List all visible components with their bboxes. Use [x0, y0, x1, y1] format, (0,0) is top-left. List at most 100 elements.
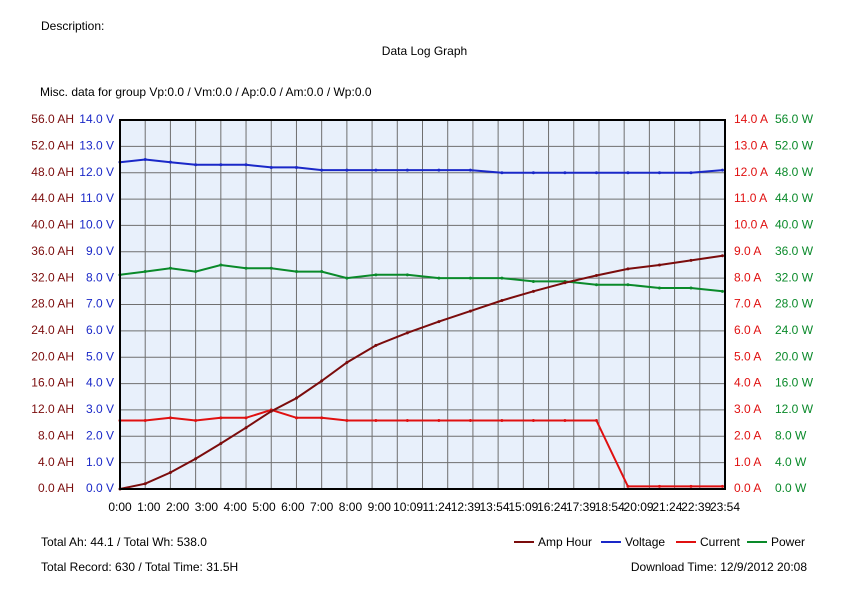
- x-tick-label: 12:39: [451, 500, 481, 514]
- tick-label-current: 10.0 A: [734, 218, 768, 232]
- misc-data-text: Misc. data for group Vp:0.0 / Vm:0.0 / A…: [40, 85, 372, 99]
- data-point-amp-hour: [657, 263, 661, 267]
- data-point-power: [626, 283, 630, 287]
- tick-label-current: 0.0 A: [734, 481, 761, 495]
- legend-power: Power: [747, 535, 805, 549]
- grid-lines: [120, 120, 725, 489]
- tick-label-voltage: 11.0 V: [80, 191, 114, 205]
- total-record: Total Record: 630 / Total Time: 31.5H: [41, 560, 239, 574]
- data-point-amp-hour: [194, 457, 198, 461]
- tick-label-voltage: 8.0 V: [86, 270, 114, 284]
- data-point-current: [468, 418, 472, 422]
- data-point-amp-hour: [563, 281, 567, 285]
- x-tick-label: 16:24: [537, 500, 567, 514]
- data-point-power: [405, 273, 409, 277]
- data-point-amp-hour: [345, 360, 349, 364]
- tick-label-current: 14.0 A: [734, 112, 768, 126]
- tick-label-amp-hour: 4.0 AH: [38, 455, 74, 469]
- tick-label-voltage: 9.0 V: [86, 244, 114, 258]
- x-tick-label: 0:00: [108, 500, 132, 514]
- x-tick-label: 13:54: [480, 500, 510, 514]
- data-point-power: [168, 266, 172, 270]
- description-label: Description:: [41, 19, 105, 33]
- tick-label-power: 28.0 W: [775, 297, 814, 311]
- data-point-voltage: [594, 171, 598, 175]
- tick-label-current: 13.0 A: [734, 139, 768, 153]
- data-point-power: [244, 266, 248, 270]
- tick-label-voltage: 1.0 V: [86, 455, 114, 469]
- tick-label-current: 12.0 A: [734, 165, 768, 179]
- tick-label-power: 8.0 W: [775, 428, 807, 442]
- data-point-current: [168, 416, 172, 420]
- tick-label-voltage: 3.0 V: [86, 402, 114, 416]
- data-point-current: [689, 484, 693, 488]
- data-point-power: [437, 276, 441, 280]
- tick-label-amp-hour: 52.0 AH: [31, 139, 74, 153]
- total-ah-wh: Total Ah: 44.1 / Total Wh: 538.0: [41, 535, 207, 549]
- data-point-current: [345, 418, 349, 422]
- tick-label-voltage: 0.0 V: [86, 481, 114, 495]
- tick-label-amp-hour: 20.0 AH: [31, 349, 74, 363]
- tick-label-power: 16.0 W: [775, 376, 814, 390]
- tick-label-amp-hour: 8.0 AH: [38, 428, 74, 442]
- tick-label-current: 5.0 A: [734, 349, 761, 363]
- tick-label-current: 3.0 A: [734, 402, 761, 416]
- data-point-power: [219, 263, 223, 267]
- legend-swatch-current: [676, 541, 696, 543]
- x-tick-label: 9:00: [368, 500, 392, 514]
- tick-label-current: 1.0 A: [734, 455, 761, 469]
- data-point-current: [244, 416, 248, 420]
- data-point-voltage: [320, 168, 324, 172]
- tick-label-power: 32.0 W: [775, 270, 814, 284]
- tick-label-current: 7.0 A: [734, 297, 761, 311]
- x-tick-label: 1:00: [137, 500, 161, 514]
- tick-label-current: 4.0 A: [734, 376, 761, 390]
- tick-label-amp-hour: 16.0 AH: [31, 376, 74, 390]
- data-point-voltage: [269, 165, 273, 169]
- legend-amp-hour: Amp Hour: [514, 535, 592, 549]
- legend-swatch-power: [747, 541, 767, 543]
- x-tick-label: 5:00: [252, 500, 276, 514]
- x-tick-label: 17:39: [566, 500, 596, 514]
- legend-label-power: Power: [771, 535, 806, 549]
- tick-label-power: 20.0 W: [775, 349, 814, 363]
- tick-label-power: 24.0 W: [775, 323, 814, 337]
- tick-label-power: 4.0 W: [775, 455, 807, 469]
- tick-label-amp-hour: 24.0 AH: [31, 323, 74, 337]
- tick-label-voltage: 10.0 V: [79, 218, 114, 232]
- tick-label-power: 36.0 W: [775, 244, 814, 258]
- data-point-current: [626, 484, 630, 488]
- legend-swatch-voltage: [601, 541, 621, 543]
- data-point-current: [531, 418, 535, 422]
- data-point-voltage: [689, 171, 693, 175]
- data-point-amp-hour: [294, 396, 298, 400]
- data-point-current: [320, 416, 324, 420]
- data-point-voltage: [244, 163, 248, 167]
- data-point-power: [345, 276, 349, 280]
- tick-label-power: 52.0 W: [775, 139, 814, 153]
- data-point-amp-hour: [531, 289, 535, 293]
- tick-label-voltage: 4.0 V: [86, 376, 114, 390]
- data-point-amp-hour: [143, 482, 147, 486]
- tick-label-power: 40.0 W: [775, 218, 814, 232]
- tick-label-amp-hour: 44.0 AH: [31, 191, 74, 205]
- data-point-voltage: [563, 171, 567, 175]
- tick-label-voltage: 13.0 V: [79, 139, 114, 153]
- x-tick-label: 18:54: [595, 500, 625, 514]
- x-tick-label: 8:00: [339, 500, 363, 514]
- tick-label-power: 0.0 W: [775, 481, 807, 495]
- tick-label-voltage: 2.0 V: [86, 428, 114, 442]
- tick-label-amp-hour: 48.0 AH: [31, 165, 74, 179]
- tick-label-amp-hour: 56.0 AH: [31, 112, 74, 126]
- tick-label-voltage: 7.0 V: [86, 297, 114, 311]
- legend-label-current: Current: [700, 535, 741, 549]
- data-point-current: [194, 418, 198, 422]
- data-point-power: [194, 270, 198, 274]
- tick-label-power: 12.0 W: [775, 402, 814, 416]
- series-line-current: [120, 408, 723, 488]
- tick-label-amp-hour: 12.0 AH: [31, 402, 74, 416]
- data-point-power: [468, 276, 472, 280]
- data-point-amp-hour: [269, 409, 273, 413]
- data-point-voltage: [405, 168, 409, 172]
- data-point-current: [405, 418, 409, 422]
